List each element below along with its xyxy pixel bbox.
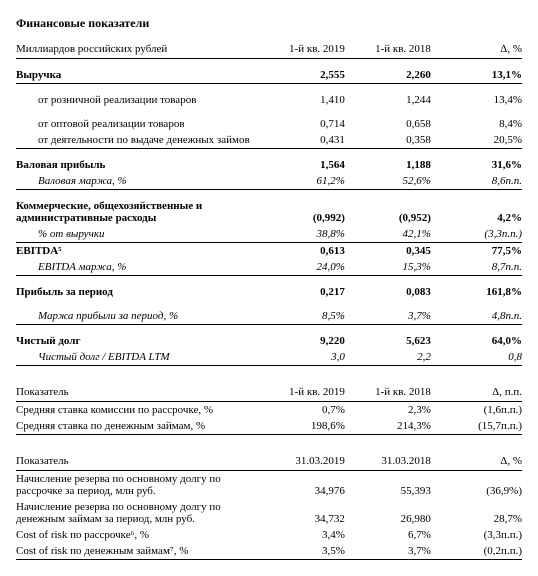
row-value: 0,358 (345, 132, 431, 149)
row-value: 0,613 (259, 243, 345, 260)
row-value: (0,952) (345, 198, 431, 226)
row-delta: 13,4% (431, 92, 522, 108)
row-value: 3,7% (345, 543, 431, 560)
col-header: Δ, % (431, 41, 522, 59)
row-delta: (36,9%) (431, 471, 522, 500)
row-value: 1,244 (345, 92, 431, 108)
col-header: 1-й кв. 2018 (345, 41, 431, 59)
row-delta: 20,5% (431, 132, 522, 149)
financial-table-2: Показатель1-й кв. 20191-й кв. 2018Δ, п.п… (16, 384, 522, 435)
row-delta: 28,7% (431, 499, 522, 527)
row-label: от розничной реализации товаров (16, 92, 259, 108)
row-value: 198,6% (259, 418, 345, 435)
col-header: Δ, п.п. (431, 384, 522, 402)
row-value: 5,623 (345, 333, 431, 349)
row-delta: 4,2% (431, 198, 522, 226)
row-value: 9,220 (259, 333, 345, 349)
row-value: 1,564 (259, 157, 345, 173)
row-delta: 77,5% (431, 243, 522, 260)
row-label: Коммерческие, общехозяйственные и админи… (16, 198, 259, 226)
row-label: Начисление резерва по основному долгу по… (16, 471, 259, 500)
row-value: 52,6% (345, 173, 431, 190)
row-label: от оптовой реализации товаров (16, 116, 259, 132)
row-label: Чистый долг / EBITDA LTM (16, 349, 259, 366)
row-value: 61,2% (259, 173, 345, 190)
row-value: 24,0% (259, 259, 345, 276)
col-header: Δ, % (431, 453, 522, 471)
row-label: от деятельности по выдаче денежных займо… (16, 132, 259, 149)
row-delta: (3,3п.п.) (431, 527, 522, 543)
col-header: 1-й кв. 2018 (345, 384, 431, 402)
row-delta: (0,2п.п.) (431, 543, 522, 560)
row-delta: 8,6п.п. (431, 173, 522, 190)
row-delta: (15,7п.п.) (431, 418, 522, 435)
row-label: Валовая маржа, % (16, 173, 259, 190)
row-value: 26,980 (345, 499, 431, 527)
row-value: 0,658 (345, 116, 431, 132)
row-label: Cost of risk по денежным займам⁷, % (16, 543, 259, 560)
row-delta: 4,8п.п. (431, 308, 522, 325)
row-value: 2,260 (345, 67, 431, 84)
row-value: 0,345 (345, 243, 431, 260)
row-value: 2,3% (345, 402, 431, 419)
row-value: 0,7% (259, 402, 345, 419)
row-value: 2,555 (259, 67, 345, 84)
row-label: Прибыль за период (16, 284, 259, 300)
row-label: Выручка (16, 67, 259, 84)
row-delta: 8,7п.п. (431, 259, 522, 276)
row-label: Cost of risk по рассрочке⁶, % (16, 527, 259, 543)
row-delta: 161,8% (431, 284, 522, 300)
row-value: 8,5% (259, 308, 345, 325)
row-label: Чистый долг (16, 333, 259, 349)
row-value: 0,217 (259, 284, 345, 300)
row-value: 3,5% (259, 543, 345, 560)
row-label: EBITDA маржа, % (16, 259, 259, 276)
row-value: 1,188 (345, 157, 431, 173)
col-header-label: Показатель (16, 453, 259, 471)
row-value: 38,8% (259, 226, 345, 243)
row-value: 2,2 (345, 349, 431, 366)
row-delta: (1,6п.п.) (431, 402, 522, 419)
row-delta: 64,0% (431, 333, 522, 349)
row-label: Средняя ставка комиссии по рассрочке, % (16, 402, 259, 419)
col-header: 1-й кв. 2019 (259, 41, 345, 59)
row-delta: 8,4% (431, 116, 522, 132)
row-value: 214,3% (345, 418, 431, 435)
row-value: 3,4% (259, 527, 345, 543)
row-value: 3,7% (345, 308, 431, 325)
col-header: 31.03.2018 (345, 453, 431, 471)
row-delta: 0,8 (431, 349, 522, 366)
row-value: (0,992) (259, 198, 345, 226)
row-delta: 31,6% (431, 157, 522, 173)
row-value: 34,732 (259, 499, 345, 527)
row-value: 55,393 (345, 471, 431, 500)
row-value: 0,083 (345, 284, 431, 300)
col-header: 31.03.2019 (259, 453, 345, 471)
col-header: 1-й кв. 2019 (259, 384, 345, 402)
row-label: Валовая прибыль (16, 157, 259, 173)
row-value: 0,714 (259, 116, 345, 132)
section-title: Финансовые показатели (16, 16, 522, 31)
row-label: % от выручки (16, 226, 259, 243)
row-label: Средняя ставка по денежным займам, % (16, 418, 259, 435)
row-value: 0,431 (259, 132, 345, 149)
financial-table-1: Миллиардов российских рублей1-й кв. 2019… (16, 41, 522, 366)
row-value: 6,7% (345, 527, 431, 543)
row-delta: 13,1% (431, 67, 522, 84)
row-value: 15,3% (345, 259, 431, 276)
financial-table-3: Показатель31.03.201931.03.2018Δ, % Начисл… (16, 453, 522, 560)
row-label: Начисление резерва по основному долгу по… (16, 499, 259, 527)
row-value: 3,0 (259, 349, 345, 366)
row-label: EBITDA⁵ (16, 243, 259, 260)
row-value: 42,1% (345, 226, 431, 243)
col-header-label: Миллиардов российских рублей (16, 41, 259, 59)
row-value: 1,410 (259, 92, 345, 108)
col-header-label: Показатель (16, 384, 259, 402)
row-label: Маржа прибыли за период, % (16, 308, 259, 325)
row-value: 34,976 (259, 471, 345, 500)
row-delta: (3,3п.п.) (431, 226, 522, 243)
